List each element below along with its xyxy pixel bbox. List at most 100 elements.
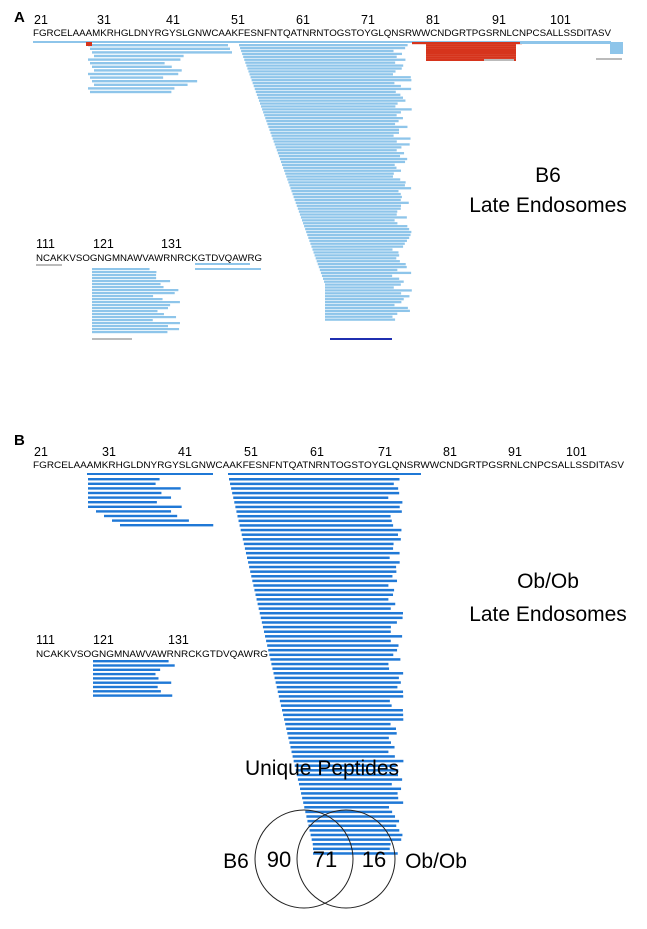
peptide-bar — [236, 510, 402, 513]
peptide-bar — [272, 137, 411, 140]
panel-b-letter: B — [14, 432, 25, 449]
venn-circle-left — [254, 809, 354, 909]
position-label: 111 — [36, 237, 55, 251]
panel-b-peptide-bars — [87, 473, 421, 855]
peptide-bar — [324, 280, 404, 283]
peptide-bar — [257, 602, 396, 606]
peptide-bar — [292, 192, 401, 196]
panel-b-subsequence: 111 121 131 NCAKKVSOGNGMNAWVAWRNRCKGTDVQ… — [36, 633, 268, 659]
peptide-bar — [195, 263, 250, 265]
peptide-bar — [92, 289, 179, 292]
peptide-bar — [282, 163, 395, 167]
peptide-bar — [93, 668, 161, 671]
peptide-bar — [300, 216, 407, 219]
position-label: 41 — [166, 13, 180, 27]
peptide-bar — [238, 519, 392, 523]
peptide-bar — [266, 119, 399, 123]
peptide-bar — [252, 81, 395, 85]
peptide-bar — [90, 47, 230, 50]
peptide-bar — [93, 694, 173, 697]
red-peptide-bar — [426, 52, 516, 55]
peptide-bar — [88, 505, 182, 508]
peptide-bar — [294, 198, 401, 202]
peptide-bar — [290, 745, 395, 749]
red-peptide-bar — [426, 54, 516, 57]
panel-b-subsequence-text: NCAKKVSOGNGMNAWVAWRNRCKGTDVQAWRG — [36, 649, 268, 659]
peptide-bar — [90, 90, 172, 94]
peptide-bar — [293, 759, 404, 763]
peptide-bar — [92, 295, 154, 298]
position-label: 51 — [244, 445, 258, 459]
peptide-bar — [325, 312, 398, 315]
peptide-bar — [325, 306, 408, 310]
peptide-bar — [230, 482, 394, 486]
peptide-bar — [229, 478, 400, 481]
peptide-bar — [93, 681, 172, 684]
peptide-bar — [88, 58, 181, 61]
position-label: 71 — [378, 445, 392, 459]
position-label: 91 — [508, 445, 522, 459]
peptide-bar — [92, 80, 198, 83]
peptide-bar — [242, 52, 402, 56]
peptide-bar — [249, 73, 394, 76]
peptide-bar — [284, 169, 402, 172]
peptide-bar — [277, 690, 404, 694]
peptide-bar — [309, 829, 400, 832]
venn-right-label: Ob/Ob — [405, 850, 467, 873]
panel-b-sub-peptide-bars — [93, 660, 175, 697]
peptide-bar — [88, 72, 179, 76]
peptide-bar — [286, 727, 396, 730]
peptide-bar — [228, 473, 421, 475]
peptide-bar — [245, 551, 400, 555]
peptide-bar — [253, 84, 401, 88]
peptide-bar — [257, 96, 404, 99]
peptide-bar — [267, 122, 396, 126]
peptide-bar — [325, 315, 393, 318]
red-peptide-bar — [426, 56, 516, 59]
peptide-bar — [289, 741, 391, 744]
panel-b: B 21 31 41 51 61 71 81 91 101 FGRCELAAAM… — [14, 432, 627, 855]
red-peptide-bar — [426, 48, 516, 51]
position-label: 21 — [34, 445, 48, 459]
peptide-bar — [92, 310, 158, 313]
peptide-bar — [248, 70, 396, 73]
peptide-bar — [92, 268, 150, 271]
venn-title: Unique Peptides — [245, 757, 399, 780]
peptide-bar — [288, 736, 389, 740]
peptide-bar — [325, 318, 396, 321]
peptide-bar — [610, 42, 623, 54]
peptide-bar — [291, 190, 399, 193]
peptide-bar — [271, 134, 394, 137]
peptide-bar — [232, 491, 400, 495]
red-marker — [86, 42, 92, 46]
panel-b-label-line1: Ob/Ob — [517, 570, 579, 593]
peptide-bar — [295, 769, 399, 772]
peptide-bar — [290, 187, 412, 190]
peptide-bar — [195, 268, 261, 270]
peptide-bar — [92, 331, 168, 334]
peptide-bar — [310, 833, 403, 837]
peptide-bar — [325, 292, 402, 295]
peptide-bar — [280, 704, 392, 707]
peptide-bar — [262, 108, 412, 111]
peptide-bar — [104, 514, 178, 518]
peptide-bar — [287, 178, 401, 181]
grey-stub — [596, 58, 622, 60]
peptide-bar — [320, 271, 412, 275]
peptide-bar — [237, 514, 391, 518]
peptide-bar — [231, 487, 399, 490]
peptide-bar — [263, 630, 391, 633]
peptide-bar — [254, 588, 395, 592]
venn-left-label: B6 — [223, 850, 249, 873]
peptide-bar — [265, 117, 403, 120]
panel-a-label-line1: B6 — [535, 164, 561, 187]
peptide-bar — [268, 125, 408, 129]
peptide-bar — [311, 838, 402, 841]
peptide-bar — [256, 93, 401, 96]
peptide-bar — [325, 309, 410, 313]
peptide-bar — [260, 616, 403, 620]
peptide-bar — [92, 286, 164, 289]
venn-shared-count: 71 — [313, 847, 337, 872]
peptide-bar — [92, 280, 171, 283]
